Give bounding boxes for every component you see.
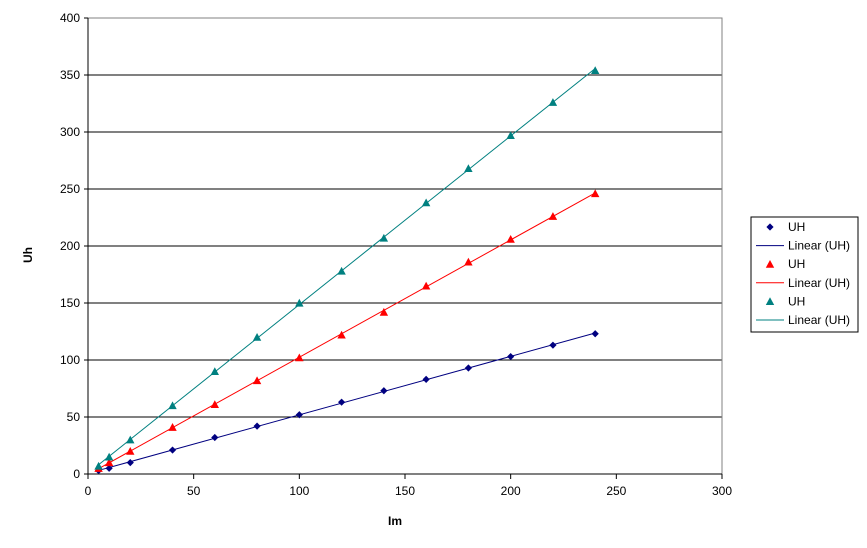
legend-label: Linear (UH): [788, 276, 850, 290]
data-point: [252, 376, 262, 385]
series-2: [94, 189, 600, 472]
x-tick-label: 300: [712, 484, 732, 498]
data-point: [105, 464, 113, 472]
legend-marker-series-2: [765, 260, 775, 268]
legend: UH Linear (UH) UH Linear (UH) UH Linear (UH): [750, 216, 859, 333]
y-tick-label: 100: [60, 353, 80, 367]
legend-label: UH: [788, 257, 805, 271]
legend-label: UH: [788, 220, 805, 234]
data-point: [464, 257, 473, 266]
data-point: [506, 131, 515, 139]
y-tick-label: 300: [60, 125, 80, 139]
data-point: [104, 458, 114, 467]
data-point: [168, 423, 177, 431]
series-3: [94, 66, 600, 470]
data-point: [168, 446, 177, 454]
data-point: [253, 422, 261, 430]
data-point: [126, 447, 135, 455]
data-point: [126, 435, 135, 444]
data-point: [94, 461, 103, 470]
data-point: [548, 212, 558, 220]
data-point: [421, 198, 431, 207]
y-axis-title: Uh: [21, 247, 35, 263]
y-tick-label: 150: [60, 296, 80, 310]
data-point: [548, 98, 558, 106]
data-point: [295, 411, 303, 419]
x-tick-label: 0: [85, 484, 92, 498]
data-point: [295, 298, 304, 307]
data-point: [421, 281, 431, 290]
y-tick-label: 400: [60, 11, 80, 25]
legend-marker-series-3: [765, 297, 775, 305]
data-point: [211, 433, 219, 442]
data-point: [506, 234, 515, 243]
series-1: [94, 330, 599, 475]
data-point: [591, 330, 599, 338]
data-point: [380, 387, 388, 395]
y-tick-label: 50: [67, 410, 81, 424]
y-axis-ticks: 0 50 100 150 200 250 300 350 400: [60, 11, 89, 481]
data-point: [126, 459, 134, 467]
y-tick-label: 250: [60, 182, 80, 196]
data-point: [252, 333, 262, 341]
data-point: [338, 398, 346, 406]
legend-box: [750, 216, 859, 333]
data-point: [549, 341, 557, 349]
data-point: [591, 66, 600, 75]
data-point: [464, 364, 472, 372]
y-tick-label: 350: [60, 68, 80, 82]
data-point: [168, 401, 177, 410]
data-point: [507, 352, 515, 361]
x-tick-label: 200: [501, 484, 521, 498]
data-point: [104, 452, 114, 461]
data-point: [337, 266, 346, 275]
legend-label: Linear (UH): [788, 313, 850, 327]
x-axis-ticks: 0 50 100 150 200 250 300: [85, 473, 732, 498]
legend-marker-series-1: [766, 223, 774, 231]
legend-label: UH: [788, 294, 805, 308]
x-tick-label: 150: [395, 484, 415, 498]
data-point: [464, 164, 473, 173]
gridlines: [88, 74, 722, 418]
data-point: [210, 367, 219, 375]
data-point: [295, 353, 304, 362]
data-point: [337, 330, 346, 339]
x-tick-label: 100: [289, 484, 309, 498]
x-tick-label: 250: [606, 484, 626, 498]
data-point: [379, 233, 389, 242]
data-point: [591, 189, 600, 198]
legend-label: Linear (UH): [788, 239, 850, 253]
y-tick-label: 200: [60, 239, 80, 253]
data-point: [210, 400, 219, 409]
x-axis-title: Im: [388, 514, 402, 528]
y-tick-label: 0: [73, 467, 80, 481]
data-point: [379, 307, 389, 316]
x-tick-label: 50: [187, 484, 201, 498]
data-point: [422, 375, 430, 383]
series-layer: [94, 66, 600, 475]
